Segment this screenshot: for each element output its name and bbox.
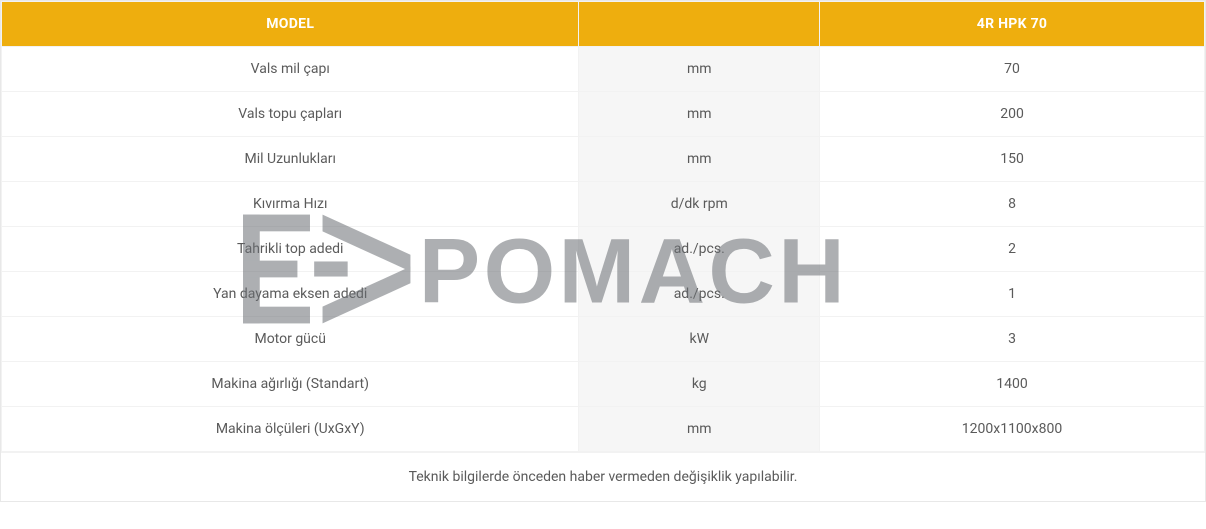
table-row: Makina ölçüleri (UxGxY) mm 1200x1100x800 — [2, 407, 1205, 452]
spec-cell: Kıvırma Hızı — [2, 182, 579, 227]
value-cell: 1 — [820, 272, 1205, 317]
table-row: Vals mil çapı mm 70 — [2, 47, 1205, 92]
value-cell: 3 — [820, 317, 1205, 362]
table-row: Yan dayama eksen adedi ad./pcs. 1 — [2, 272, 1205, 317]
table-row: Mil Uzunlukları mm 150 — [2, 137, 1205, 182]
table-body: Vals mil çapı mm 70 Vals topu çapları mm… — [2, 47, 1205, 452]
unit-cell: d/dk rpm — [579, 182, 820, 227]
value-cell: 150 — [820, 137, 1205, 182]
unit-cell: mm — [579, 47, 820, 92]
unit-cell: mm — [579, 137, 820, 182]
spec-table: MODEL 4R HPK 70 Vals mil çapı mm 70 Vals… — [1, 1, 1205, 452]
header-product: 4R HPK 70 — [820, 2, 1205, 47]
spec-cell: Makina ağırlığı (Standart) — [2, 362, 579, 407]
table-row: Kıvırma Hızı d/dk rpm 8 — [2, 182, 1205, 227]
unit-cell: kW — [579, 317, 820, 362]
table-row: Makina ağırlığı (Standart) kg 1400 — [2, 362, 1205, 407]
header-model: MODEL — [2, 2, 579, 47]
unit-cell: mm — [579, 92, 820, 137]
unit-cell: mm — [579, 407, 820, 452]
spec-cell: Motor gücü — [2, 317, 579, 362]
table-row: Motor gücü kW 3 — [2, 317, 1205, 362]
value-cell: 2 — [820, 227, 1205, 272]
spec-cell: Makina ölçüleri (UxGxY) — [2, 407, 579, 452]
value-cell: 8 — [820, 182, 1205, 227]
table-header-row: MODEL 4R HPK 70 — [2, 2, 1205, 47]
unit-cell: ad./pcs. — [579, 272, 820, 317]
unit-cell: kg — [579, 362, 820, 407]
header-unit — [579, 2, 820, 47]
spec-cell: Tahrikli top adedi — [2, 227, 579, 272]
value-cell: 1400 — [820, 362, 1205, 407]
footer-note: Teknik bilgilerde önceden haber vermeden… — [1, 452, 1205, 501]
table-row: Tahrikli top adedi ad./pcs. 2 — [2, 227, 1205, 272]
value-cell: 70 — [820, 47, 1205, 92]
unit-cell: ad./pcs. — [579, 227, 820, 272]
value-cell: 1200x1100x800 — [820, 407, 1205, 452]
spec-table-container: MODEL 4R HPK 70 Vals mil çapı mm 70 Vals… — [0, 0, 1206, 502]
table-row: Vals topu çapları mm 200 — [2, 92, 1205, 137]
spec-cell: Mil Uzunlukları — [2, 137, 579, 182]
spec-cell: Vals topu çapları — [2, 92, 579, 137]
spec-cell: Yan dayama eksen adedi — [2, 272, 579, 317]
value-cell: 200 — [820, 92, 1205, 137]
spec-cell: Vals mil çapı — [2, 47, 579, 92]
